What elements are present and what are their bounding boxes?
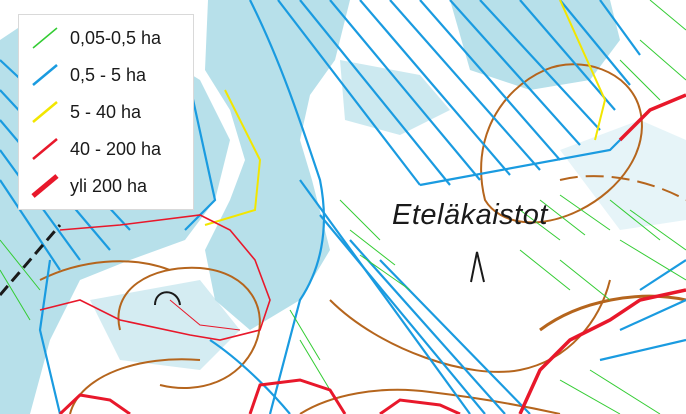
legend-label-2: 5 - 40 ha: [70, 102, 142, 122]
contour-lines: [39, 63, 686, 414]
legend-swatch-3: [32, 138, 58, 160]
legend-swatch-2: [32, 101, 58, 123]
ditches-large: [204, 0, 607, 226]
legend-swatch-4: [31, 174, 59, 198]
hollow-symbol: [154, 291, 181, 306]
legend-item-3: 40 - 200 ha: [25, 136, 190, 162]
legend-item-0: 0,05-0,5 ha: [25, 25, 190, 51]
fell-symbol: [470, 251, 485, 283]
place-name-label: Eteläkaistot: [392, 199, 548, 231]
legend-item-2: 5 - 40 ha: [25, 99, 190, 125]
boundary-line: [0, 224, 62, 296]
ditches-major: [39, 93, 686, 414]
map-legend: 0,05-0,5 ha 0,5 - 5 ha 5 - 40 ha 40 - 20…: [18, 14, 194, 210]
legend-label-4: yli 200 ha: [70, 176, 148, 196]
legend-swatch-0: [32, 27, 58, 49]
legend-item-1: 0,5 - 5 ha: [25, 62, 190, 88]
legend-swatch-1: [32, 64, 58, 86]
legend-item-4: yli 200 ha: [25, 173, 190, 199]
legend-label-1: 0,5 - 5 ha: [70, 65, 147, 85]
legend-label-3: 40 - 200 ha: [70, 139, 162, 159]
legend-label-0: 0,05-0,5 ha: [70, 28, 162, 48]
